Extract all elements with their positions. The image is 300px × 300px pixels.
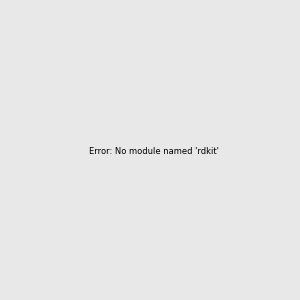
Text: Error: No module named 'rdkit': Error: No module named 'rdkit' [89, 147, 219, 156]
